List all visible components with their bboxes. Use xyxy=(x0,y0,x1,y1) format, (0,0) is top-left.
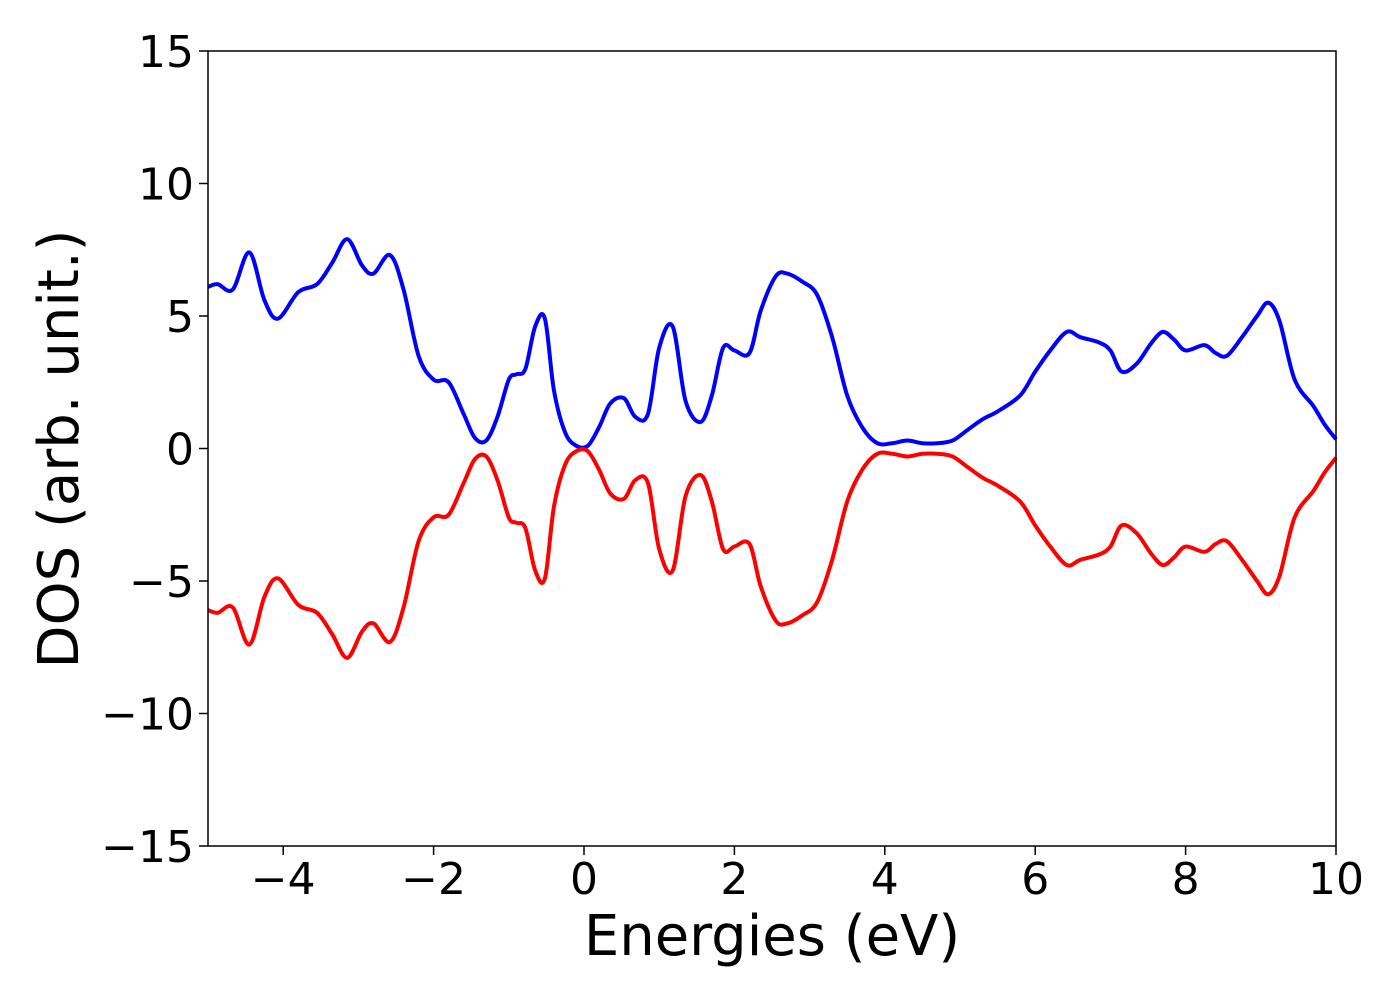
plot-frame xyxy=(207,50,1337,847)
x-tick-label: 4 xyxy=(871,854,899,905)
x-tick-label: −2 xyxy=(401,854,466,905)
y-tick-label: 5 xyxy=(166,292,194,343)
y-axis-title: DOS (arb. unit.) xyxy=(27,229,92,668)
x-tick-label: 8 xyxy=(1172,854,1200,905)
y-tick-label: 0 xyxy=(166,425,194,476)
x-tick-label: 10 xyxy=(1308,854,1364,905)
series-layer xyxy=(207,237,1338,660)
y-axis-ticks: −15 −10 −5 0 5 10 15 xyxy=(101,27,208,873)
x-axis-title: Energies (eV) xyxy=(584,904,960,969)
x-tick-label: −4 xyxy=(251,854,316,905)
series-line-spin-down xyxy=(207,447,1338,660)
y-tick-label: −5 xyxy=(129,557,194,608)
y-tick-label: 15 xyxy=(138,27,194,78)
y-tick-label: −10 xyxy=(101,690,194,741)
y-tick-label: 10 xyxy=(138,160,194,211)
y-tick-label: −15 xyxy=(101,822,194,873)
x-tick-label: 6 xyxy=(1021,854,1049,905)
series-line-spin-up xyxy=(207,237,1338,450)
x-axis-ticks: −4 −2 0 2 4 6 8 10 xyxy=(251,846,1364,905)
x-tick-label: 2 xyxy=(720,854,748,905)
x-tick-label: 0 xyxy=(570,854,598,905)
